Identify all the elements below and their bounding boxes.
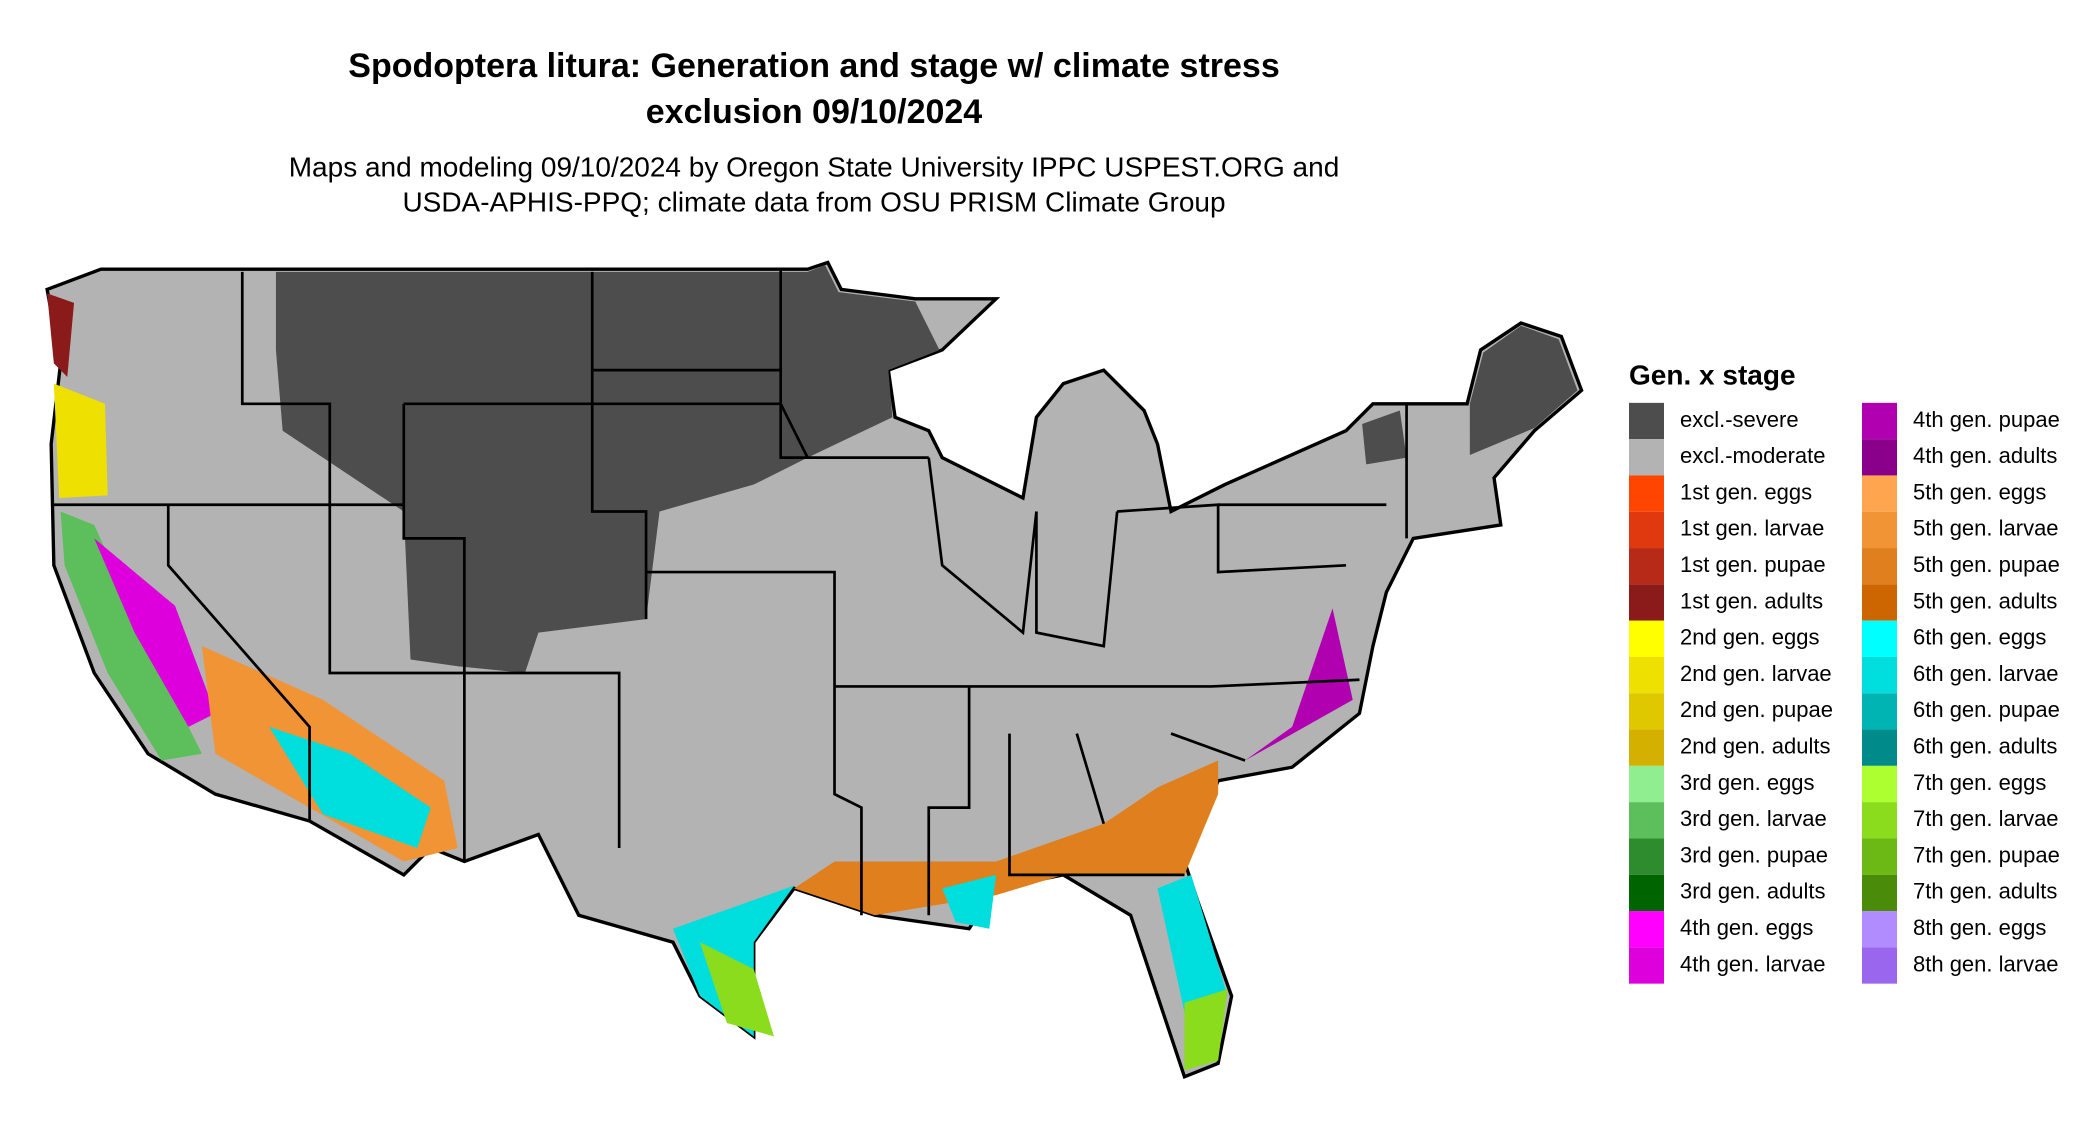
- legend-swatch: [1862, 439, 1897, 476]
- legend-label: 1st gen. larvae: [1680, 516, 1824, 541]
- legend-label: excl.-moderate: [1680, 443, 1826, 468]
- legend-label: 6th gen. larvae: [1913, 661, 2059, 686]
- legend-swatch: [1629, 802, 1664, 839]
- legend-label: 1st gen. pupae: [1680, 552, 1826, 577]
- excl-severe-region: [275, 265, 940, 673]
- legend-swatch: [1629, 402, 1664, 440]
- legend-swatch: [1862, 838, 1897, 875]
- legend-swatch: [1629, 548, 1664, 585]
- legend-swatch: [1862, 548, 1897, 585]
- legend-swatch: [1629, 838, 1664, 875]
- legend-swatch: [1862, 693, 1897, 730]
- legend-label: 5th gen. eggs: [1913, 479, 2046, 504]
- us-map: [45, 260, 1584, 1080]
- legend-swatch: [1629, 511, 1664, 549]
- legend-label: 4th gen. adults: [1913, 443, 2057, 468]
- legend-label: 3rd gen. pupae: [1680, 842, 1828, 867]
- legend-swatch: [1629, 729, 1664, 766]
- legend-swatch: [1629, 620, 1664, 657]
- legend-swatch: [1862, 475, 1897, 512]
- legend-swatch: [1629, 765, 1664, 803]
- legend-swatch: [1862, 656, 1897, 694]
- stage-region: [47, 293, 75, 377]
- legend-label: 4th gen. eggs: [1680, 915, 1813, 940]
- legend-label: 6th gen. adults: [1913, 734, 2057, 759]
- legend-label: 4th gen. pupae: [1913, 407, 2060, 432]
- excl-severe-region: [1362, 410, 1407, 465]
- title-line: exclusion 09/10/2024: [646, 93, 983, 131]
- legend-label: 4th gen. larvae: [1680, 951, 1826, 976]
- legend-label: 5th gen. pupae: [1913, 552, 2060, 577]
- legend-swatch: [1862, 947, 1897, 984]
- legend-label: 7th gen. eggs: [1913, 770, 2046, 795]
- legend-label: 7th gen. adults: [1913, 879, 2057, 904]
- legend-label: 6th gen. pupae: [1913, 697, 2060, 722]
- legend-title: Gen. x stage: [1629, 359, 1796, 390]
- legend-swatch: [1629, 947, 1664, 984]
- legend-swatch: [1862, 729, 1897, 766]
- legend-swatch: [1862, 765, 1897, 803]
- legend-swatch: [1862, 874, 1897, 912]
- legend-swatch: [1629, 911, 1664, 948]
- legend-label: 1st gen. eggs: [1680, 479, 1812, 504]
- stage-region: [60, 511, 202, 761]
- legend-label: 5th gen. larvae: [1913, 516, 2059, 541]
- legend: excl.-severe excl.-moderate 1st gen. eggs 1…: [1629, 402, 2060, 984]
- legend-swatch: [1862, 620, 1897, 657]
- legend-label: excl.-severe: [1680, 407, 1799, 432]
- stage-region: [1157, 874, 1228, 1013]
- legend-swatch: [1629, 874, 1664, 912]
- legend-swatch: [1862, 802, 1897, 839]
- subtitle-line: Maps and modeling 09/10/2024 by Oregon S…: [289, 151, 1340, 182]
- title-line: Spodoptera litura: Generation and stage …: [348, 47, 1279, 85]
- legend-swatch: [1862, 584, 1897, 621]
- legend-label: 7th gen. pupae: [1913, 842, 2060, 867]
- state-boundaries: [53, 269, 1408, 916]
- legend-label: 2nd gen. larvae: [1680, 661, 1832, 686]
- legend-label: 2nd gen. eggs: [1680, 625, 1819, 650]
- stage-region: [1184, 989, 1228, 1071]
- legend-label: 5th gen. adults: [1913, 588, 2057, 613]
- stage-region: [794, 760, 1219, 916]
- legend-swatch: [1629, 584, 1664, 621]
- legend-label: 3rd gen. eggs: [1680, 770, 1815, 795]
- legend-label: 7th gen. larvae: [1913, 806, 2059, 831]
- stage-region: [1245, 608, 1353, 761]
- legend-swatch: [1629, 656, 1664, 694]
- stage-region: [53, 383, 108, 499]
- legend-label: 8th gen. eggs: [1913, 915, 2046, 940]
- legend-label: 1st gen. adults: [1680, 588, 1823, 613]
- excl-severe-region: [1469, 325, 1578, 455]
- legend-label: 2nd gen. adults: [1680, 734, 1830, 759]
- legend-swatch: [1629, 693, 1664, 730]
- legend-label: 6th gen. eggs: [1913, 625, 2046, 650]
- stage-region: [699, 942, 774, 1037]
- legend-label: 8th gen. larvae: [1913, 951, 2059, 976]
- legend-label: 2nd gen. pupae: [1680, 697, 1833, 722]
- legend-swatch: [1862, 511, 1897, 549]
- legend-label: 3rd gen. adults: [1680, 879, 1826, 904]
- stage-region: [94, 538, 216, 727]
- subtitle-line: USDA-APHIS-PPQ; climate data from OSU PR…: [402, 186, 1225, 217]
- legend-swatch: [1862, 402, 1897, 440]
- legend-swatch: [1629, 475, 1664, 512]
- legend-swatch: [1862, 911, 1897, 948]
- stage-region: [942, 874, 997, 929]
- legend-label: 3rd gen. larvae: [1680, 806, 1827, 831]
- legend-swatch: [1629, 439, 1664, 476]
